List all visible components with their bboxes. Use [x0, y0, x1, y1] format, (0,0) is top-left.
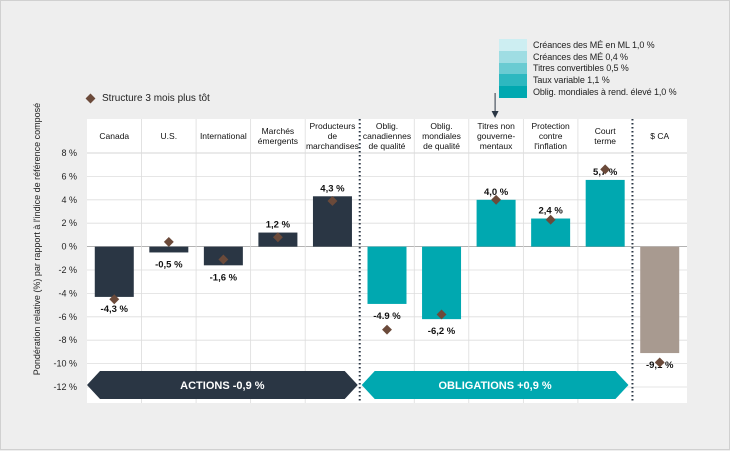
- bar-value-label: 4,3 %: [320, 183, 345, 194]
- bar: [94, 246, 134, 297]
- legend-label: Oblig. mondiales à rend. élevé 1,0 %: [533, 87, 677, 98]
- equities-arrow-label: ACTIONS -0,9 %: [180, 380, 265, 392]
- y-tick-label: 8 %: [61, 148, 77, 158]
- previous-structure-marker: [218, 254, 229, 265]
- previous-structure-marker: [436, 309, 447, 320]
- bar-value-label: 2,4 %: [538, 206, 563, 217]
- legend-label: Créances des MÉ 0,4 %: [533, 51, 628, 62]
- category-header: Marchés émergents: [257, 126, 298, 146]
- legend-swatch: [499, 62, 527, 75]
- previous-structure-marker: [272, 232, 283, 243]
- bar: [476, 199, 516, 247]
- bonds-arrow-label: OBLIGATIONS +0,9 %: [438, 380, 551, 392]
- marker-legend: Structure 3 mois plus tôt: [85, 93, 210, 104]
- bar: [640, 246, 680, 354]
- stack-legend: Créances des MÉ en ML 1,0 % Créances des…: [499, 39, 699, 98]
- bar-value-label: -1,6 %: [210, 272, 238, 283]
- legend-label: Taux variable 1,1 %: [533, 75, 610, 86]
- bar: [585, 179, 625, 247]
- legend-pointer-arrow-icon: [491, 111, 499, 118]
- category-header: Canada: [99, 131, 130, 141]
- legend-swatch: [499, 50, 527, 63]
- previous-structure-marker: [163, 236, 174, 247]
- previous-structure-marker: [382, 324, 392, 335]
- diamond-marker-icon: [85, 93, 96, 104]
- y-tick-label: 6 %: [61, 171, 77, 181]
- bar-value-label: 1,2 %: [266, 220, 291, 231]
- bar: [422, 246, 462, 320]
- category-header: Court terme: [594, 126, 617, 146]
- y-tick-label: 4 %: [61, 195, 77, 205]
- bar-value-label: -6,2 %: [428, 326, 456, 337]
- legend-label: Titres convertibles 0,5 %: [533, 63, 629, 74]
- legend-swatch: [499, 86, 527, 98]
- bar-value-label: 4,0 %: [484, 187, 509, 198]
- bar-value-label: -4,3 %: [101, 304, 129, 315]
- bar-value-label: -0,5 %: [155, 259, 183, 270]
- y-tick-label: 0 %: [61, 242, 77, 252]
- category-header: Producteurs de marchandises: [305, 121, 359, 151]
- y-tick-label: -4 %: [58, 288, 77, 298]
- category-header: Protection contre l'inflation: [531, 121, 570, 151]
- legend-row: Titres convertibles 0,5 %: [499, 62, 699, 75]
- y-axis-title: Pondération relative (%) par rapport à l…: [32, 102, 42, 376]
- category-header: International: [199, 131, 247, 141]
- bar-value-label: -4.9 %: [373, 311, 401, 322]
- y-tick-label: -2 %: [58, 265, 77, 275]
- previous-structure-marker: [545, 214, 556, 225]
- legend-row: Créances des MÉ 0,4 %: [499, 50, 699, 63]
- category-header: Oblig. mondiales de qualité: [422, 121, 461, 151]
- legend-label: Créances des MÉ en ML 1,0 %: [533, 39, 655, 50]
- y-tick-label: -10 %: [53, 359, 77, 369]
- y-tick-label: -12 %: [53, 382, 77, 392]
- y-tick-label: -6 %: [58, 312, 77, 322]
- previous-structure-marker: [600, 164, 611, 175]
- category-header: $ CA: [650, 131, 670, 141]
- bonds-arrow: [361, 371, 629, 399]
- category-header: Oblig. canadiennes de qualité: [362, 121, 412, 151]
- marker-legend-label: Structure 3 mois plus tôt: [102, 93, 210, 104]
- legend-row: Taux variable 1,1 %: [499, 74, 699, 87]
- legend-swatch: [499, 39, 527, 51]
- y-tick-label: 2 %: [61, 218, 77, 228]
- bar: [149, 246, 189, 253]
- legend-row: Créances des MÉ en ML 1,0 %: [499, 39, 699, 51]
- category-header: U.S.: [160, 131, 178, 141]
- bar: [367, 246, 407, 304]
- previous-structure-marker: [327, 196, 338, 206]
- previous-structure-marker: [654, 357, 665, 368]
- legend-row: Oblig. mondiales à rend. élevé 1,0 %: [499, 86, 699, 98]
- y-tick-label: -8 %: [58, 335, 77, 345]
- equities-arrow: [87, 371, 358, 399]
- previous-structure-marker: [491, 194, 502, 205]
- category-header: Titres non gouverne- mentaux: [476, 121, 516, 151]
- legend-swatch: [499, 74, 527, 87]
